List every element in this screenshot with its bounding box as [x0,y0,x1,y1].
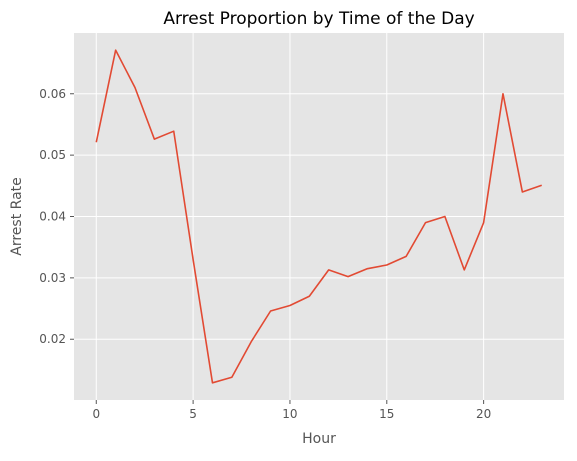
x-tick-label: 10 [282,407,297,421]
y-gridlines [74,93,564,340]
y-axis-label: Arrest Rate [9,177,25,255]
x-tick-label: 5 [189,407,197,421]
x-axis-label: Hour [302,431,336,447]
x-tick-label: 20 [476,407,491,421]
series-line-arrest-rate [95,49,542,384]
y-tick-label: 0.06 [39,87,66,101]
x-tick-label: 15 [379,407,394,421]
y-tick-label: 0.03 [39,271,66,285]
y-tick-label: 0.05 [39,148,66,162]
y-tick-label: 0.02 [39,332,66,346]
chart-title: Arrest Proportion by Time of the Day [163,9,474,29]
y-axis-ticks: 0.02 0.03 0.04 0.05 0.06 [39,87,74,346]
x-tick-label: 0 [92,407,100,421]
x-axis-ticks: 0 5 10 15 20 [92,400,491,421]
y-tick-label: 0.04 [39,210,66,224]
